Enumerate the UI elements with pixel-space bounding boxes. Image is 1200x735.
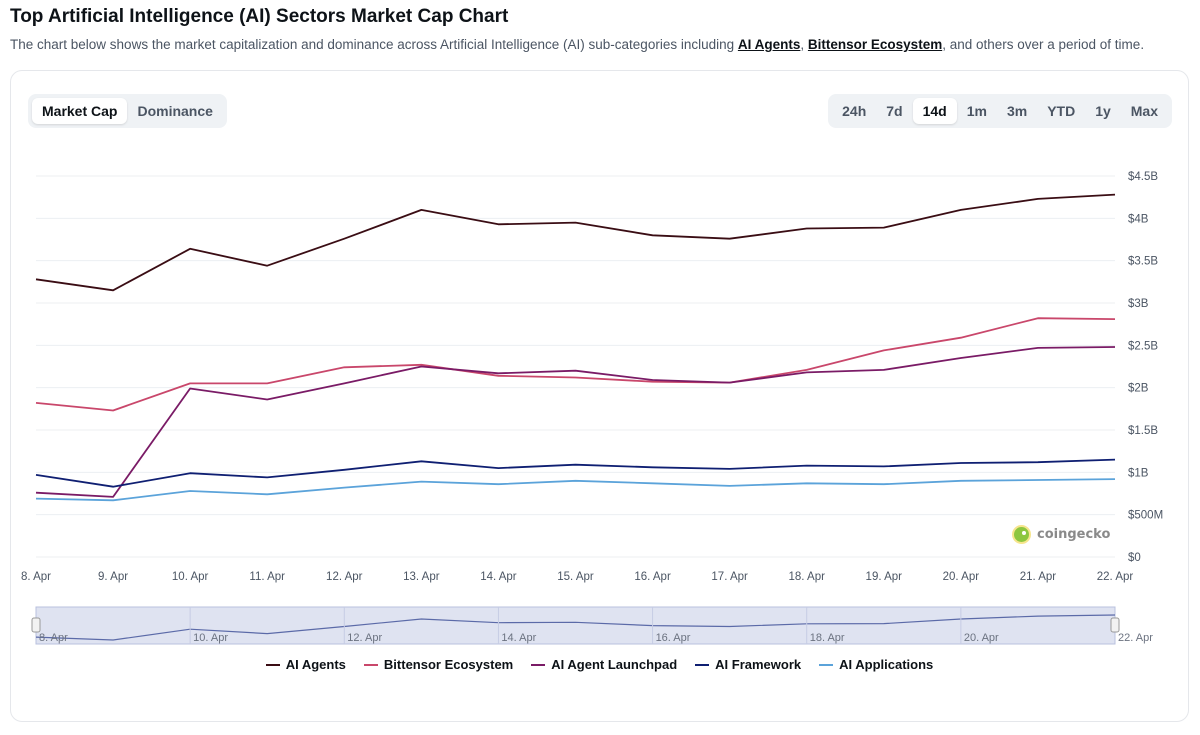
series-line-ai-framework: [35, 458, 1116, 488]
subtitle-suffix: , and others over a period of time.: [942, 37, 1145, 52]
legend-item-ai-agent-launchpad[interactable]: AI Agent Launchpad: [531, 657, 677, 672]
legend-item-bittensor-ecosystem[interactable]: Bittensor Ecosystem: [363, 657, 514, 672]
navigator-tick-label: 22. Apr: [1118, 632, 1153, 644]
x-tick-label: 16. Apr: [634, 571, 671, 583]
legend-item-ai-applications[interactable]: AI Applications: [819, 657, 933, 672]
navigator-tick-label: 14. Apr: [501, 632, 536, 644]
y-tick-label: $500M: [1128, 510, 1163, 522]
series-line-bittensor-ecosystem: [35, 317, 1116, 412]
navigator-series-line: [35, 614, 1116, 641]
page-subtitle: The chart below shows the market capital…: [10, 37, 1144, 52]
x-tick-label: 22. Apr: [1097, 571, 1134, 583]
navigator-tick-label: 10. Apr: [193, 632, 228, 644]
navigator-tick-label: 20. Apr: [964, 632, 999, 644]
x-tick-label: 14. Apr: [480, 571, 517, 583]
y-tick-label: $4.5B: [1128, 171, 1158, 183]
legend-label: AI Applications: [839, 657, 934, 672]
legend-label: AI Agent Launchpad: [551, 657, 678, 672]
navigator-tick-label: 18. Apr: [810, 632, 845, 644]
legend-label: AI Agents: [285, 657, 346, 672]
watermark-text: coingecko: [1037, 527, 1111, 542]
range-24h[interactable]: 24h: [842, 103, 867, 119]
y-tick-label: $1.5B: [1128, 425, 1158, 437]
x-tick-label: 20. Apr: [943, 571, 980, 583]
x-tick-label: 8. Apr: [21, 571, 51, 583]
view-toggle: Market Cap Dominance: [28, 94, 227, 128]
legend-swatch: [363, 663, 378, 666]
x-tick-label: 12. Apr: [326, 571, 363, 583]
x-tick-label: 15. Apr: [557, 571, 594, 583]
coingecko-logo-icon: [1012, 525, 1031, 544]
legend-swatch: [531, 663, 546, 666]
chart-card: Market Cap Dominance 24h 7d 14d 1m 3m YT…: [10, 70, 1189, 722]
navigator-tick-label: 8. Apr: [39, 632, 68, 644]
legend-item-ai-framework[interactable]: AI Framework: [695, 657, 801, 672]
range-14d[interactable]: 14d: [912, 98, 957, 124]
x-tick-label: 11. Apr: [249, 571, 285, 583]
series-line-ai-agent-launchpad: [35, 346, 1116, 498]
range-7d[interactable]: 7d: [886, 103, 903, 119]
x-tick-label: 21. Apr: [1020, 571, 1057, 583]
ai-agents-link[interactable]: AI Agents: [737, 37, 801, 52]
y-tick-label: $1B: [1128, 467, 1149, 479]
navigator-right-handle[interactable]: [1110, 617, 1120, 633]
coingecko-watermark: coingecko: [1012, 525, 1110, 544]
bittensor-ecosystem-link[interactable]: Bittensor Ecosystem: [807, 37, 943, 52]
x-tick-label: 9. Apr: [98, 571, 128, 583]
navigator-selection: [35, 606, 1116, 645]
legend-item-ai-agents[interactable]: AI Agents: [265, 657, 346, 672]
legend-swatch: [265, 663, 280, 666]
series-line-ai-applications: [35, 478, 1116, 502]
tab-market-cap[interactable]: Market Cap: [32, 98, 128, 124]
range-1y[interactable]: 1y: [1095, 103, 1111, 119]
range-1m[interactable]: 1m: [966, 103, 987, 119]
navigator-tick-label: 16. Apr: [656, 632, 691, 644]
y-tick-label: $3B: [1128, 298, 1149, 310]
x-tick-label: 18. Apr: [788, 571, 825, 583]
market-cap-chart[interactable]: $0 $500M $1B $1.5B $2B $2.5B $3B $3.5B $4B $4.5B 8…: [11, 71, 1188, 721]
y-tick-label: $2.5B: [1128, 340, 1158, 352]
x-tick-label: 17. Apr: [711, 571, 748, 583]
series-line-ai-agents: [35, 193, 1116, 292]
range-ytd[interactable]: YTD: [1047, 103, 1076, 119]
range-3m[interactable]: 3m: [1006, 103, 1028, 119]
x-tick-label: 13. Apr: [403, 571, 440, 583]
range-max[interactable]: Max: [1130, 103, 1158, 119]
chart-legend: AI Agents Bittensor Ecosystem AI Agent Lau…: [11, 657, 1188, 672]
navigator-left-handle[interactable]: [31, 617, 41, 633]
y-tick-label: $2B: [1128, 383, 1149, 395]
y-tick-label: $0: [1128, 552, 1141, 564]
subtitle-prefix: The chart below shows the market capital…: [10, 37, 738, 52]
legend-label: Bittensor Ecosystem: [383, 657, 514, 672]
range-toggle: 24h 7d 14d 1m 3m YTD 1y Max: [828, 94, 1172, 128]
legend-label: AI Framework: [715, 657, 802, 672]
y-tick-label: $4B: [1128, 213, 1149, 225]
legend-swatch: [695, 663, 710, 666]
page-title: Top Artificial Intelligence (AI) Sectors…: [10, 6, 509, 27]
x-tick-label: 19. Apr: [866, 571, 903, 583]
navigator-tick-label: 12. Apr: [347, 632, 382, 644]
x-tick-label: 10. Apr: [172, 571, 209, 583]
legend-swatch: [819, 663, 834, 666]
subtitle-separator: ,: [800, 37, 808, 52]
y-tick-label: $3.5B: [1128, 256, 1158, 268]
tab-dominance[interactable]: Dominance: [137, 103, 213, 119]
